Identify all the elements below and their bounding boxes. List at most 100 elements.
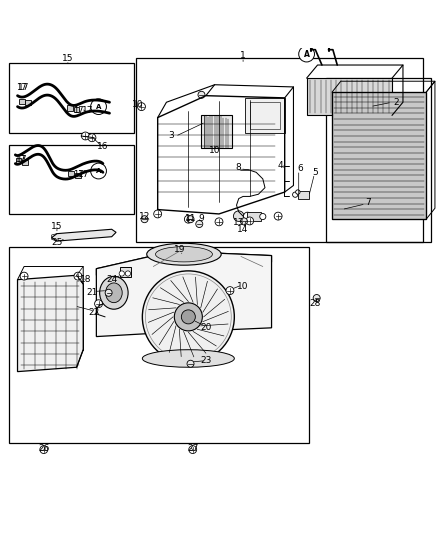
- Text: 7: 7: [365, 198, 371, 207]
- Text: 27: 27: [187, 444, 198, 453]
- Bar: [74, 107, 79, 112]
- Ellipse shape: [155, 247, 212, 262]
- Circle shape: [91, 163, 106, 179]
- Ellipse shape: [142, 350, 234, 367]
- Bar: [19, 99, 25, 104]
- Circle shape: [81, 132, 89, 140]
- Text: 15: 15: [51, 222, 63, 231]
- Circle shape: [154, 210, 162, 218]
- Circle shape: [198, 91, 205, 98]
- Circle shape: [299, 46, 314, 62]
- Text: 4: 4: [278, 161, 283, 170]
- Text: 21: 21: [86, 288, 98, 297]
- Bar: [298, 191, 309, 199]
- Text: A: A: [304, 50, 310, 59]
- Bar: [9, 247, 309, 442]
- Polygon shape: [96, 251, 272, 336]
- Ellipse shape: [147, 243, 221, 265]
- Bar: [22, 159, 28, 165]
- Circle shape: [244, 212, 251, 220]
- Ellipse shape: [106, 283, 122, 303]
- Text: 22: 22: [88, 308, 100, 317]
- Text: 23: 23: [200, 356, 212, 365]
- Text: 17: 17: [82, 106, 93, 115]
- Circle shape: [142, 271, 234, 363]
- Text: A: A: [96, 103, 101, 110]
- Polygon shape: [52, 229, 116, 241]
- Bar: [201, 115, 232, 148]
- Circle shape: [74, 272, 82, 280]
- Text: 11: 11: [185, 214, 196, 223]
- Text: 10: 10: [237, 282, 249, 290]
- Text: 8: 8: [236, 164, 242, 173]
- Text: 5: 5: [312, 168, 318, 177]
- Bar: [9, 145, 134, 214]
- Polygon shape: [18, 275, 83, 372]
- Circle shape: [40, 446, 48, 454]
- Circle shape: [313, 295, 320, 302]
- Text: 9: 9: [198, 214, 205, 223]
- Text: 16: 16: [97, 142, 109, 150]
- Circle shape: [181, 310, 195, 324]
- Text: 3: 3: [168, 131, 174, 140]
- Text: 1: 1: [240, 51, 246, 60]
- Circle shape: [141, 216, 148, 223]
- Text: 20: 20: [200, 324, 212, 332]
- Circle shape: [196, 221, 203, 228]
- Circle shape: [233, 211, 244, 221]
- Bar: [332, 92, 426, 219]
- Text: 19: 19: [174, 245, 185, 254]
- Text: 24: 24: [106, 275, 117, 284]
- Text: 12: 12: [139, 212, 150, 221]
- Polygon shape: [332, 92, 426, 219]
- Polygon shape: [245, 98, 285, 133]
- Text: 13: 13: [233, 218, 244, 227]
- Text: 10: 10: [209, 146, 220, 155]
- Circle shape: [184, 215, 192, 223]
- Bar: [16, 158, 21, 163]
- Text: 17: 17: [78, 170, 89, 179]
- Circle shape: [119, 271, 124, 276]
- Circle shape: [95, 300, 102, 308]
- Bar: [9, 63, 134, 133]
- Circle shape: [293, 192, 298, 197]
- Bar: [75, 173, 81, 178]
- Bar: [326, 78, 431, 243]
- Bar: [247, 212, 261, 221]
- Text: A: A: [96, 168, 101, 174]
- Text: 6: 6: [297, 164, 303, 173]
- Bar: [67, 106, 73, 110]
- Text: 26: 26: [38, 444, 49, 453]
- Text: 17: 17: [16, 83, 26, 92]
- Circle shape: [20, 272, 28, 280]
- Polygon shape: [307, 78, 392, 115]
- Circle shape: [189, 446, 197, 454]
- Text: 18: 18: [80, 275, 91, 284]
- Text: 17: 17: [73, 170, 83, 179]
- Text: 15: 15: [62, 54, 74, 63]
- Text: 17: 17: [16, 155, 26, 164]
- Text: 28: 28: [310, 299, 321, 308]
- Circle shape: [174, 303, 202, 331]
- Circle shape: [125, 271, 131, 276]
- Circle shape: [91, 99, 106, 115]
- Text: 17: 17: [15, 155, 27, 164]
- Text: 10: 10: [132, 100, 144, 109]
- Circle shape: [105, 289, 112, 296]
- Circle shape: [246, 217, 254, 225]
- Text: 17: 17: [73, 106, 83, 115]
- Text: 14: 14: [237, 225, 249, 234]
- Bar: [68, 171, 74, 176]
- Circle shape: [138, 103, 145, 110]
- Circle shape: [296, 190, 300, 194]
- Polygon shape: [96, 251, 272, 275]
- Circle shape: [226, 287, 234, 295]
- Text: 17: 17: [18, 83, 30, 92]
- Text: 2: 2: [394, 98, 399, 107]
- Circle shape: [215, 218, 223, 226]
- Ellipse shape: [100, 276, 128, 309]
- Circle shape: [187, 216, 194, 223]
- Bar: [25, 100, 31, 106]
- Circle shape: [88, 134, 96, 142]
- Text: 25: 25: [51, 238, 63, 247]
